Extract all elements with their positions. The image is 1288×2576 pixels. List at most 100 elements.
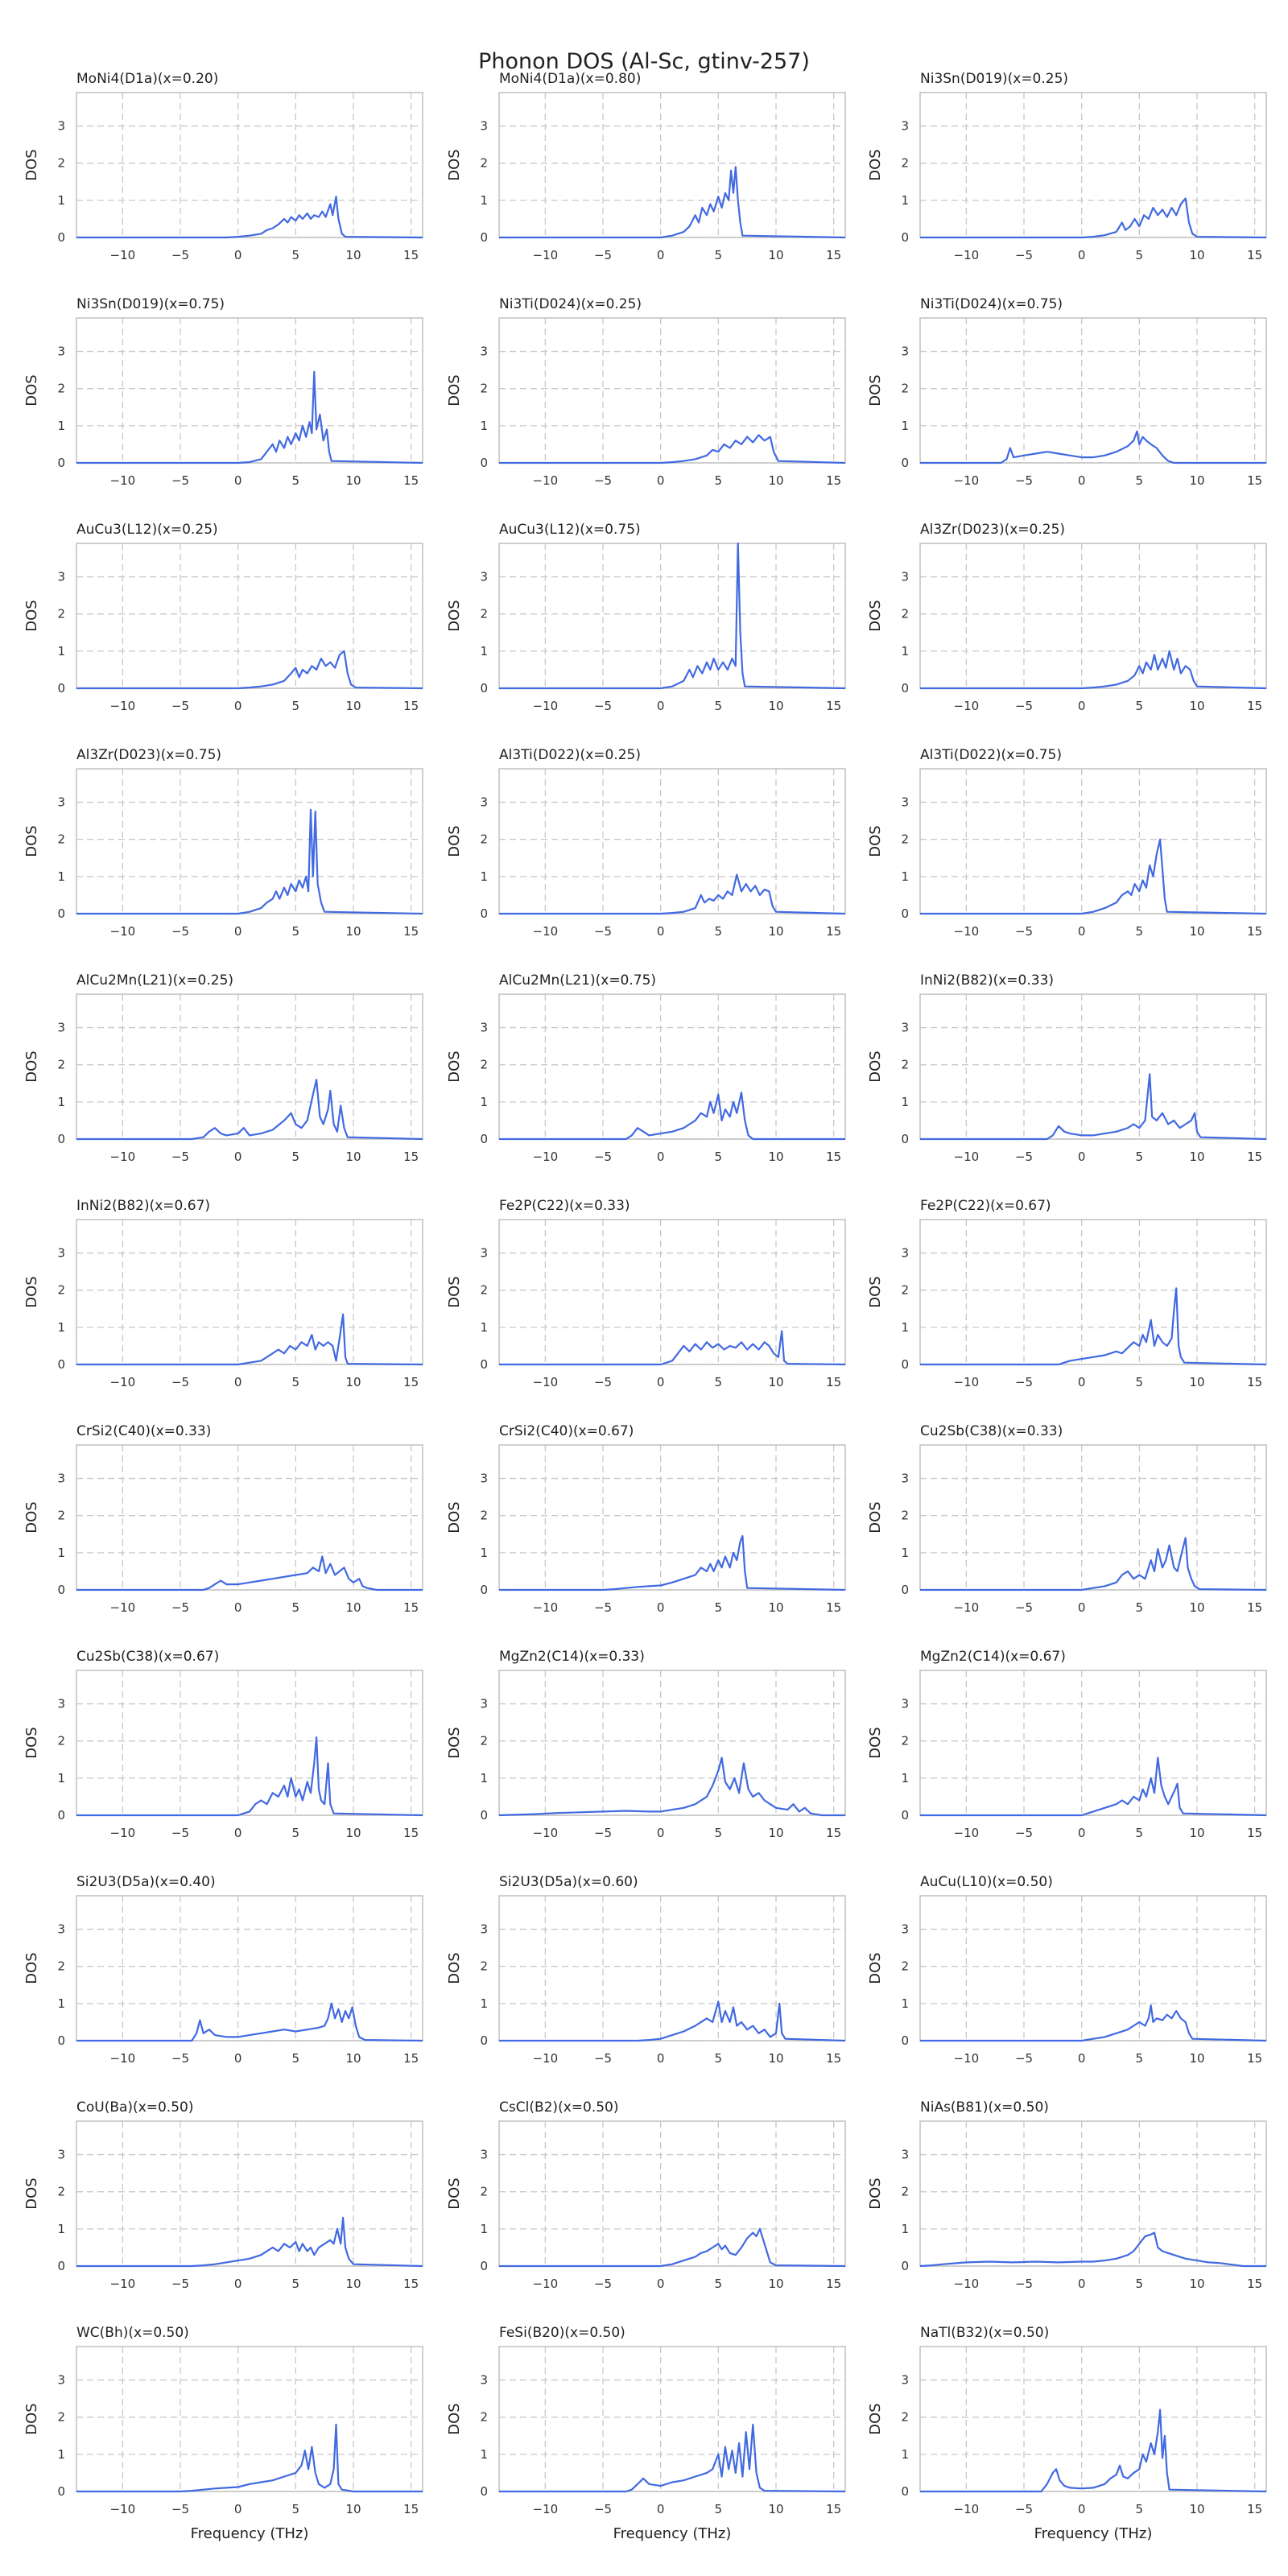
x-tick-label: 10 [768,473,783,488]
x-tick-label: 0 [1078,1826,1086,1840]
x-tick-label: 0 [234,2277,242,2291]
y-tick-label: 0 [57,681,65,696]
x-tick-label: 10 [1189,1826,1204,1840]
panel-13: AlCu2Mn(L21)(x=0.25) −10 −5 0 5 10 15 0 1 2 3 DOS [23,972,423,1164]
x-axis-label: Frequency (THz) [191,2525,309,2542]
x-tick-label: 10 [768,1150,783,1164]
y-tick-label: 3 [57,345,65,359]
y-axis-label: DOS [446,825,463,857]
y-axis-label: DOS [23,2403,40,2434]
x-tick-label: 0 [1078,1150,1086,1164]
panel-29: CsCl(B2)(x=0.50) −10 −5 0 5 10 15 0 1 2 3 DOS [446,2099,846,2291]
panel-24: MgZn2(C14)(x=0.67) −10 −5 0 5 10 15 0 1 2 3 DOS [867,1649,1267,1840]
y-axis-label: DOS [446,1501,463,1533]
panel-title: WC(Bh)(x=0.50) [76,2325,189,2341]
y-axis-label: DOS [23,149,40,180]
plot-frame [919,543,1267,689]
y-axis-label: DOS [23,374,40,406]
y-tick-label: 2 [57,2410,65,2425]
panel-28: CoU(Ba)(x=0.50) −10 −5 0 5 10 15 0 1 2 3 DOS [23,2099,423,2291]
plot-frame [919,1444,1267,1591]
y-tick-label: 2 [901,156,909,171]
panel-15: InNi2(B82)(x=0.33) −10 −5 0 5 10 15 0 1 2 3 DOS [867,972,1267,1164]
y-tick-label: 0 [57,1357,65,1372]
x-tick-label: −5 [594,699,612,713]
x-tick-label: 15 [826,2502,841,2516]
x-tick-label: −5 [594,473,612,488]
y-tick-label: 1 [57,2447,65,2462]
y-tick-label: 3 [901,1697,909,1711]
y-tick-label: 1 [901,1996,909,2011]
x-tick-label: 15 [826,1375,841,1389]
y-axis-label: DOS [867,1727,884,1758]
dos-line [499,2000,846,2042]
x-tick-label: −5 [171,2277,189,2291]
panel-17: Fe2P(C22)(x=0.33) −10 −5 0 5 10 15 0 1 2 3 DOS [446,1198,846,1389]
y-tick-label: 2 [480,1058,488,1072]
x-tick-label: 0 [657,1600,665,1615]
dos-line [498,1757,845,1817]
x-tick-label: −5 [594,924,612,939]
plot-frame [76,1444,423,1591]
x-tick-label: 5 [1136,699,1144,713]
plot-frame [76,2120,423,2267]
y-tick-label: 2 [480,2185,488,2199]
x-tick-label: 15 [1247,248,1262,262]
y-tick-label: 2 [901,832,909,847]
y-tick-label: 0 [57,1583,65,1597]
y-axis-label: DOS [867,600,884,631]
plot-frame [919,92,1267,238]
x-tick-label: 5 [292,2051,300,2066]
x-tick-label: 10 [345,2502,361,2516]
x-tick-label: 5 [715,248,723,262]
x-tick-label: −10 [533,1375,559,1389]
y-tick-label: 1 [57,1320,65,1335]
panel-title: Fe2P(C22)(x=0.33) [499,1198,630,1214]
x-tick-label: −10 [954,699,980,713]
y-tick-label: 2 [901,2410,909,2425]
plot-frame [498,2120,846,2267]
x-tick-label: 0 [1078,924,1086,939]
x-tick-label: −10 [110,1150,136,1164]
y-tick-label: 1 [57,193,65,208]
dos-line [499,1535,846,1591]
y-axis-label: DOS [23,1276,40,1307]
x-tick-label: −5 [594,2277,612,2291]
plot-frame [76,317,423,464]
x-tick-label: 5 [1136,1150,1144,1164]
x-tick-label: −5 [594,1150,612,1164]
panel-title: Cu2Sb(C38)(x=0.33) [920,1423,1063,1439]
y-tick-label: 3 [480,2373,488,2388]
dos-line [920,1073,1267,1141]
y-tick-label: 1 [57,419,65,433]
x-tick-label: 0 [657,473,665,488]
y-tick-label: 3 [901,2148,909,2162]
dos-line [76,650,423,690]
panel-25: Si2U3(D5a)(x=0.40) −10 −5 0 5 10 15 0 1 2 3 DOS [23,1874,423,2066]
panel-12: Al3Ti(D022)(x=0.75) −10 −5 0 5 10 15 0 1 2 3 DOS [867,747,1267,939]
plot-frame [498,1670,846,1816]
x-tick-label: 0 [234,2051,242,2066]
plot-frame [498,1219,846,1365]
x-tick-label: −10 [110,1375,136,1389]
x-tick-label: 10 [1189,2502,1204,2516]
x-tick-label: −5 [171,248,189,262]
dos-line [499,2227,846,2268]
x-tick-label: 5 [292,1150,300,1164]
x-tick-label: −10 [954,2277,980,2291]
x-tick-label: 5 [292,248,300,262]
x-tick-label: 0 [234,473,242,488]
plot-frame [498,317,846,464]
x-tick-label: 0 [234,1826,242,1840]
panel-16: InNi2(B82)(x=0.67) −10 −5 0 5 10 15 0 1 2 3 DOS [23,1198,423,1389]
x-tick-label: −5 [1015,1150,1033,1164]
x-tick-label: 0 [657,2502,665,2516]
y-tick-label: 2 [480,607,488,621]
panel-30: NiAs(B81)(x=0.50) −10 −5 0 5 10 15 0 1 2 3 DOS [867,2099,1267,2291]
panel-5: Ni3Ti(D024)(x=0.25) −10 −5 0 5 10 15 0 1 2 3 DOS [446,296,846,488]
x-tick-label: −10 [110,1600,136,1615]
y-tick-label: 1 [901,1771,909,1785]
x-tick-label: 0 [1078,2051,1086,2066]
x-tick-label: 0 [657,248,665,262]
y-tick-label: 3 [901,1021,909,1035]
